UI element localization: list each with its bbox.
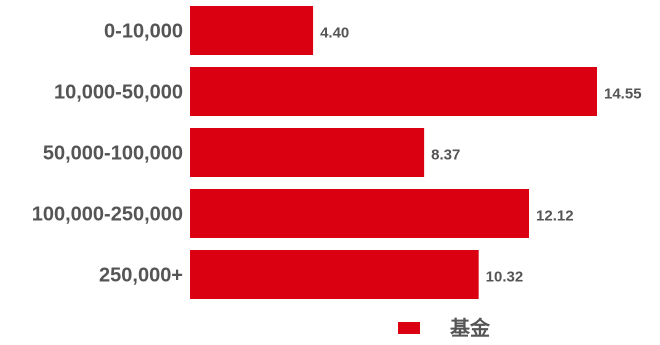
bars-group bbox=[190, 6, 597, 299]
legend-label-fund: 基金 bbox=[450, 316, 491, 340]
legend-swatch-fund bbox=[398, 322, 420, 334]
category-labels: 0-10,000 10,000-50,000 50,000-100,000 100,0… bbox=[32, 21, 183, 287]
category-label-4: 250,000+ bbox=[99, 265, 183, 287]
category-label-3: 100,000-250,000 bbox=[32, 204, 183, 226]
value-label-2: 8.37 bbox=[431, 147, 460, 164]
legend: 基金 bbox=[398, 316, 491, 340]
bar-3 bbox=[190, 189, 530, 238]
value-label-4: 10.32 bbox=[486, 269, 524, 286]
value-labels: 4.40 14.55 8.37 12.12 10.32 bbox=[320, 25, 641, 286]
category-label-2: 50,000-100,000 bbox=[43, 143, 183, 165]
value-label-0: 4.40 bbox=[320, 25, 349, 42]
bar-2 bbox=[190, 128, 425, 177]
bar-1 bbox=[190, 67, 597, 116]
value-label-3: 12.12 bbox=[536, 208, 574, 225]
value-label-1: 14.55 bbox=[604, 86, 642, 103]
bar-0 bbox=[190, 6, 314, 55]
category-label-1: 10,000-50,000 bbox=[54, 82, 183, 104]
bar-4 bbox=[190, 250, 479, 299]
category-label-0: 0-10,000 bbox=[104, 21, 183, 43]
